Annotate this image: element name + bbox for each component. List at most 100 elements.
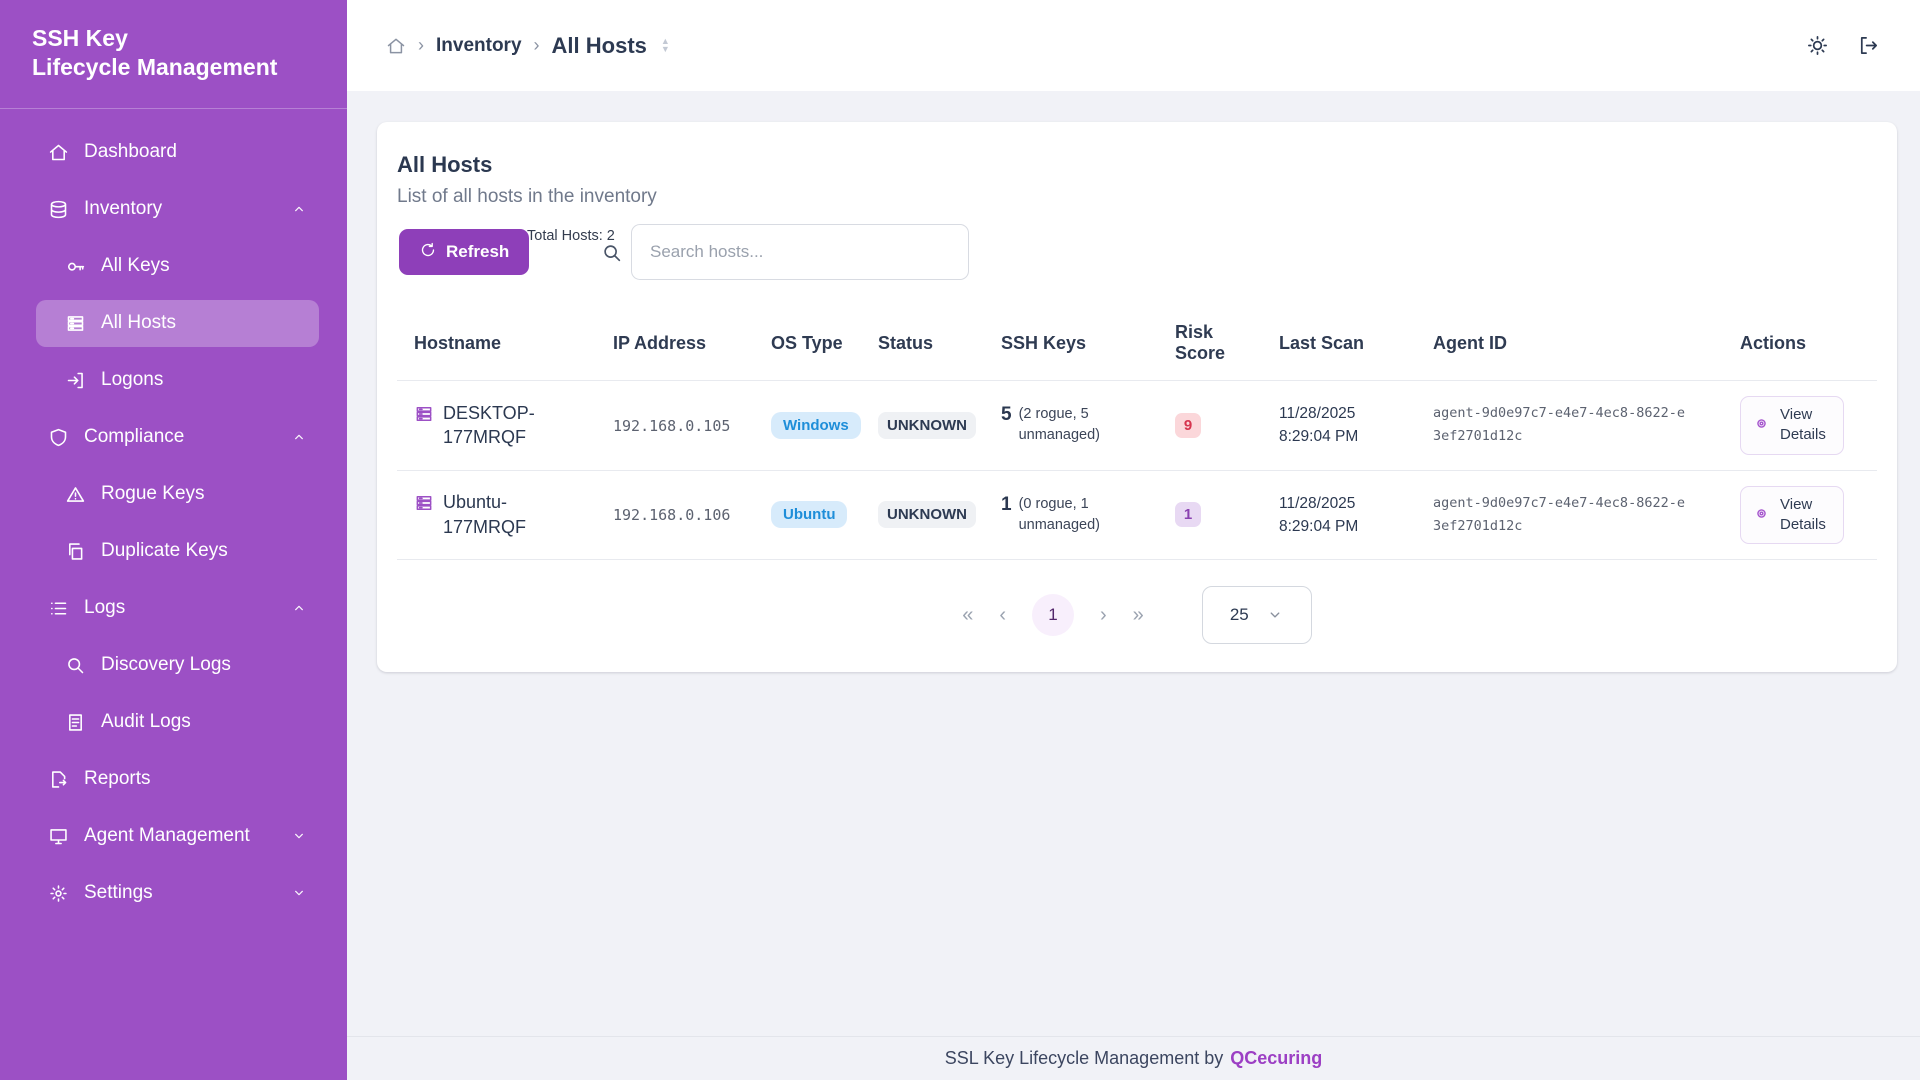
sidebar-item-compliance[interactable]: Compliance [36,414,319,461]
prev-page-button[interactable]: ‹ [999,603,1006,626]
sidebar-item-label: All Hosts [101,312,176,333]
sidebar-item-rogue-keys[interactable]: Rogue Keys [36,471,319,518]
warning-icon [65,484,86,505]
status-badge: UNKNOWN [878,501,976,529]
ssh-keys-detail: (0 rogue, 1 unmanaged) [1018,495,1100,533]
footer-text: SSL Key Lifecycle Management by [944,1048,1224,1068]
table-header-row: Hostname IP Address OS Type Status SSH K… [397,308,1877,381]
last-page-button[interactable]: » [1132,603,1144,626]
current-page-indicator[interactable]: 1 [1032,594,1074,636]
sidebar-item-all-keys[interactable]: All Keys [36,243,319,290]
app-title-line1: SSH Key [32,25,128,51]
search-icon [65,655,86,676]
sidebar-item-reports[interactable]: Reports [36,756,319,803]
os-type-badge: Ubuntu [771,501,848,529]
hostname-value: DESKTOP-177MRQF [443,402,535,448]
copy-icon [65,541,86,562]
breadcrumb-separator: › [418,35,424,55]
report-icon [48,769,69,790]
document-icon [65,712,86,733]
agent-id-value: agent-9d0e97c7-e4e7-4ec8-8622-e3ef2701d1… [1433,405,1685,445]
next-page-button[interactable]: › [1100,603,1107,626]
breadcrumb-inventory[interactable]: Inventory [436,34,522,56]
footer-brand-link[interactable]: QCecuring [1230,1048,1323,1068]
refresh-icon [419,241,437,264]
sidebar-item-label: Agent Management [84,825,250,846]
gear-icon [48,883,69,904]
monitor-icon [48,826,69,847]
sidebar-item-audit-logs[interactable]: Audit Logs [36,699,319,746]
app-logo: SSH Key Lifecycle Management [0,0,347,109]
list-icon [48,598,69,619]
col-os-type: OS Type [771,332,843,353]
ssh-keys-count: 1 [1001,493,1012,515]
col-last-scan: Last Scan [1279,332,1365,353]
table-row: DESKTOP-177MRQF 192.168.0.105 Windows UNKNO… [397,380,1877,470]
col-hostname: Hostname [414,332,502,353]
main-panel: All Hosts List of all hosts in the inven… [347,91,1920,1036]
sidebar-item-label: Rogue Keys [101,483,205,504]
page-size-value: 25 [1229,605,1249,624]
breadcrumb: › Inventory › All Hosts ▲ ▼ [386,33,670,59]
sidebar-item-inventory[interactable]: Inventory [36,186,319,233]
hostname-value: Ubuntu-177MRQF [443,492,527,537]
sidebar-item-discovery-logs[interactable]: Discovery Logs [36,642,319,689]
sidebar-item-label: All Keys [101,255,170,276]
home-icon[interactable] [386,36,406,56]
eye-icon [1752,414,1771,436]
refresh-button[interactable]: Refresh [399,229,530,275]
pagination: « ‹ 1 › » 25 [397,586,1877,644]
view-details-label: View Details [1780,495,1826,533]
theme-toggle-button[interactable] [1806,34,1829,57]
ssh-keys-count: 5 [1001,404,1012,426]
sidebar-item-label: Audit Logs [101,711,191,732]
risk-score-badge: 9 [1175,412,1201,438]
ssh-keys-detail: (2 rogue, 5 unmanaged) [1018,406,1100,444]
key-icon [65,256,86,277]
view-details-button[interactable]: View Details [1740,485,1844,544]
col-actions: Actions [1740,332,1807,353]
total-hosts-count: Total Hosts: 2 [527,228,615,244]
sidebar-item-label: Reports [84,768,151,789]
sidebar-item-label: Dashboard [84,141,177,162]
view-details-label: View Details [1780,406,1826,444]
sidebar-item-label: Logs [84,597,126,618]
refresh-button-label: Refresh [446,242,510,261]
logout-button[interactable] [1857,34,1880,57]
view-details-button[interactable]: View Details [1740,396,1844,455]
sidebar-item-duplicate-keys[interactable]: Duplicate Keys [36,528,319,575]
sidebar-item-logons[interactable]: Logons [36,357,319,404]
last-scan-value: 11/28/2025 8:29:04 PM [1279,494,1359,535]
ip-address-value: 192.168.0.105 [613,416,731,435]
all-hosts-card: All Hosts List of all hosts in the inven… [377,122,1897,672]
chevron-down-icon [291,885,307,901]
chevron-down-icon [291,828,307,844]
topbar: › Inventory › All Hosts ▲ ▼ [347,0,1920,91]
col-status: Status [878,332,934,353]
content-area: › Inventory › All Hosts ▲ ▼ All Hosts Lis… [347,0,1920,1080]
first-page-button[interactable]: « [962,603,974,626]
sidebar-item-dashboard[interactable]: Dashboard [36,129,319,176]
ip-address-value: 192.168.0.106 [613,506,731,525]
footer: SSL Key Lifecycle Management by QCecurin… [347,1036,1920,1080]
sidebar-item-agent-management[interactable]: Agent Management [36,813,319,860]
sidebar-item-label: Duplicate Keys [101,540,228,561]
page-size-select[interactable]: 25 [1201,586,1312,644]
sidebar-item-label: Compliance [84,426,185,447]
sidebar: SSH Key Lifecycle Management Dashboard In… [0,0,347,1080]
os-type-badge: Windows [771,411,861,439]
agent-id-value: agent-9d0e97c7-e4e7-4ec8-8622-e3ef2701d1… [1433,494,1685,534]
sidebar-item-all-hosts[interactable]: All Hosts [36,299,319,347]
sidebar-item-label: Inventory [84,198,163,219]
status-badge: UNKNOWN [878,411,976,439]
database-icon [48,199,69,220]
sidebar-item-settings[interactable]: Settings [36,870,319,917]
chevron-up-icon [291,429,307,445]
chevron-up-icon [291,201,307,217]
search-input[interactable] [631,224,969,280]
sidebar-item-label: Logons [101,369,164,390]
search-icon [601,242,623,269]
app-title-line2: Lifecycle Management [32,53,278,80]
sidebar-item-logs[interactable]: Logs [36,585,319,632]
server-icon [414,404,434,429]
